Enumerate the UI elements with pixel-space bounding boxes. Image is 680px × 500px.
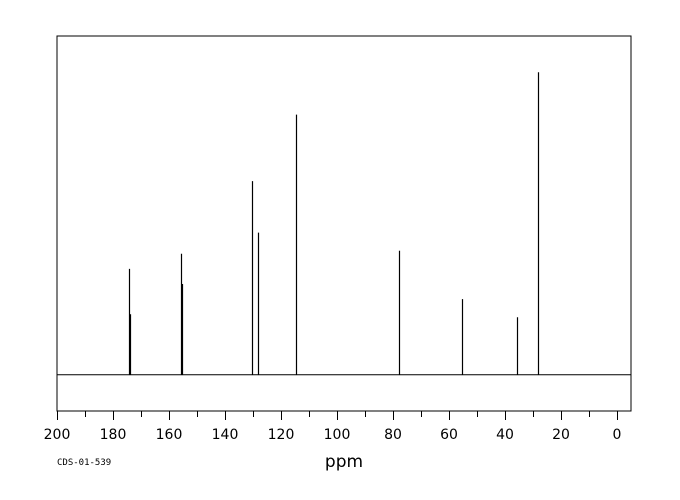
tick-label-40: 40 [496, 427, 514, 443]
plot-frame [56, 35, 632, 412]
x-axis-ticks [57, 411, 618, 420]
tick-label-160: 160 [156, 427, 183, 443]
tick-label-200: 200 [44, 427, 71, 443]
tick-label-0: 0 [613, 427, 622, 443]
spectrum-id-label: CDS-01-539 [57, 458, 111, 468]
tick-label-80: 80 [384, 427, 402, 443]
tick-label-140: 140 [212, 427, 239, 443]
x-axis-tick-labels: 200 180 160 140 120 100 80 60 40 20 0 [44, 427, 622, 443]
tick-label-180: 180 [100, 427, 127, 443]
tick-label-20: 20 [552, 427, 570, 443]
x-axis-label: ppm [325, 452, 363, 472]
tick-label-60: 60 [440, 427, 458, 443]
tick-label-100: 100 [324, 427, 351, 443]
tick-label-120: 120 [268, 427, 295, 443]
peaks-group [128, 72, 540, 375]
